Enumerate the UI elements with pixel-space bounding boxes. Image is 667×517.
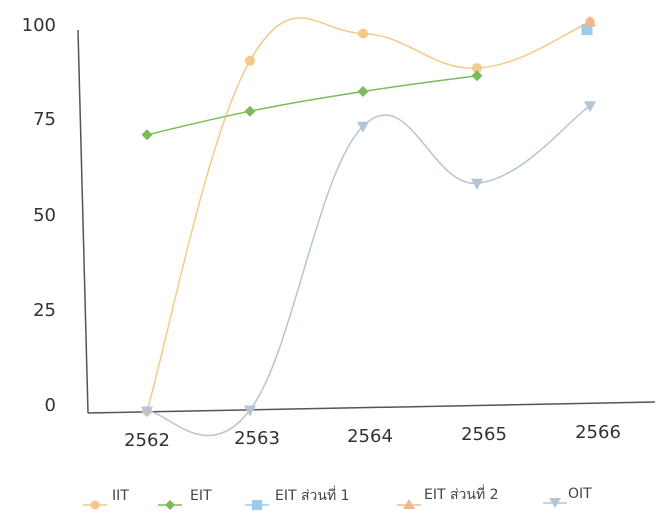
axes <box>77 29 656 414</box>
data-point-iit <box>358 28 368 39</box>
legend-marker-oit <box>549 498 561 508</box>
x-tick-label: 2565 <box>461 424 507 445</box>
legend-marker-eit-part2 <box>403 499 415 509</box>
data-point-oit <box>357 121 369 133</box>
legend: IIT EIT EIT ส่วนที่ 1 EIT ส่วนที่ 2 OIT <box>83 485 592 510</box>
legend-item-eit: EIT <box>158 488 212 510</box>
legend-item-oit: OIT <box>543 486 592 508</box>
legend-label: EIT <box>190 488 212 504</box>
x-tick-labels: 2562 2563 2564 2565 2566 <box>124 422 621 451</box>
y-axis-line <box>77 29 89 414</box>
y-tick-label: 0 <box>45 395 56 416</box>
data-point-eit <box>471 70 483 82</box>
legend-label: EIT ส่วนที่ 1 <box>275 486 350 504</box>
data-point-oit <box>244 405 256 417</box>
legend-marker-iit <box>90 500 100 510</box>
x-tick-label: 2566 <box>575 422 621 443</box>
data-point-oit <box>141 406 153 418</box>
data-point-eit-1 <box>581 24 593 36</box>
x-tick-label: 2562 <box>124 430 170 451</box>
data-point-iit <box>472 63 482 74</box>
y-tick-label: 75 <box>33 109 56 130</box>
x-tick-label: 2563 <box>234 428 280 449</box>
y-tick-label: 50 <box>33 205 56 226</box>
data-point-oit <box>584 101 596 113</box>
legend-label: IIT <box>112 488 129 504</box>
series-line-oit <box>146 105 591 437</box>
y-tick-label: 25 <box>33 300 56 321</box>
x-tick-label: 2564 <box>347 426 393 447</box>
series-layer <box>141 15 596 437</box>
y-tick-labels: 0 25 50 75 100 <box>22 15 56 416</box>
data-point-oit <box>471 178 483 190</box>
series-line-eit <box>146 75 478 136</box>
data-point-eit <box>141 129 153 141</box>
data-point-eit-2 <box>584 15 596 27</box>
x-axis-line <box>87 401 656 414</box>
y-tick-label: 100 <box>22 15 56 36</box>
data-point-eit <box>244 105 256 117</box>
legend-item-eit-part2: EIT ส่วนที่ 2 <box>397 485 499 509</box>
legend-marker-eit <box>165 500 175 510</box>
legend-marker-eit-part1 <box>252 500 262 510</box>
legend-label: EIT ส่วนที่ 2 <box>424 485 499 503</box>
legend-item-eit-part1: EIT ส่วนที่ 1 <box>245 486 350 510</box>
data-point-eit <box>357 86 369 97</box>
legend-label: OIT <box>568 486 592 502</box>
data-point-iit <box>245 55 255 66</box>
legend-item-iit: IIT <box>83 488 129 510</box>
series-line-iit <box>146 17 591 412</box>
